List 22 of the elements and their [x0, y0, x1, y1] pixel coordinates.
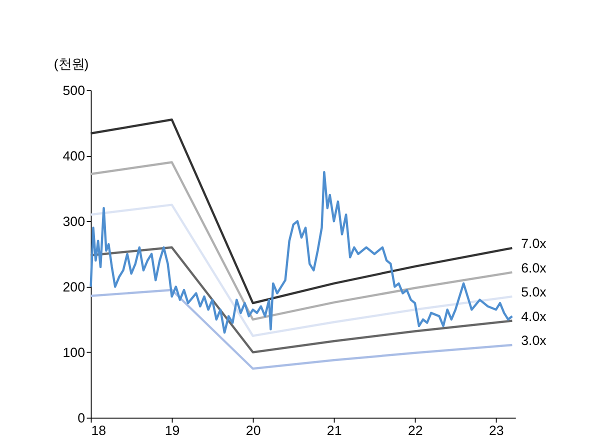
series-label: 5.0x	[521, 284, 547, 300]
series-label: 4.0x	[521, 308, 547, 324]
y-tick-label: 100	[62, 345, 86, 360]
x-tick-label: 19	[164, 423, 180, 438]
x-tick-label: 18	[91, 423, 106, 438]
line-series	[90, 288, 514, 370]
line-series	[90, 204, 514, 337]
y-tick-label: 200	[62, 280, 86, 295]
y-axis-title: (천원)	[54, 56, 89, 72]
x-tick-label: 21	[326, 423, 342, 438]
line-series	[90, 118, 514, 304]
x-tick-label: 20	[246, 423, 261, 438]
series-label: 6.0x	[521, 260, 547, 276]
y-tick-label: 400	[62, 148, 86, 164]
line-series	[90, 246, 514, 354]
y-tick-label: 300	[62, 214, 86, 230]
series-label: 3.0x	[521, 333, 547, 348]
series-label: 7.0x	[521, 236, 547, 252]
y-tick-label: 0	[78, 410, 86, 426]
y-tick-label: 500	[62, 83, 86, 98]
x-tick-label: 22	[408, 423, 423, 438]
x-tick-label: 23	[489, 423, 504, 438]
